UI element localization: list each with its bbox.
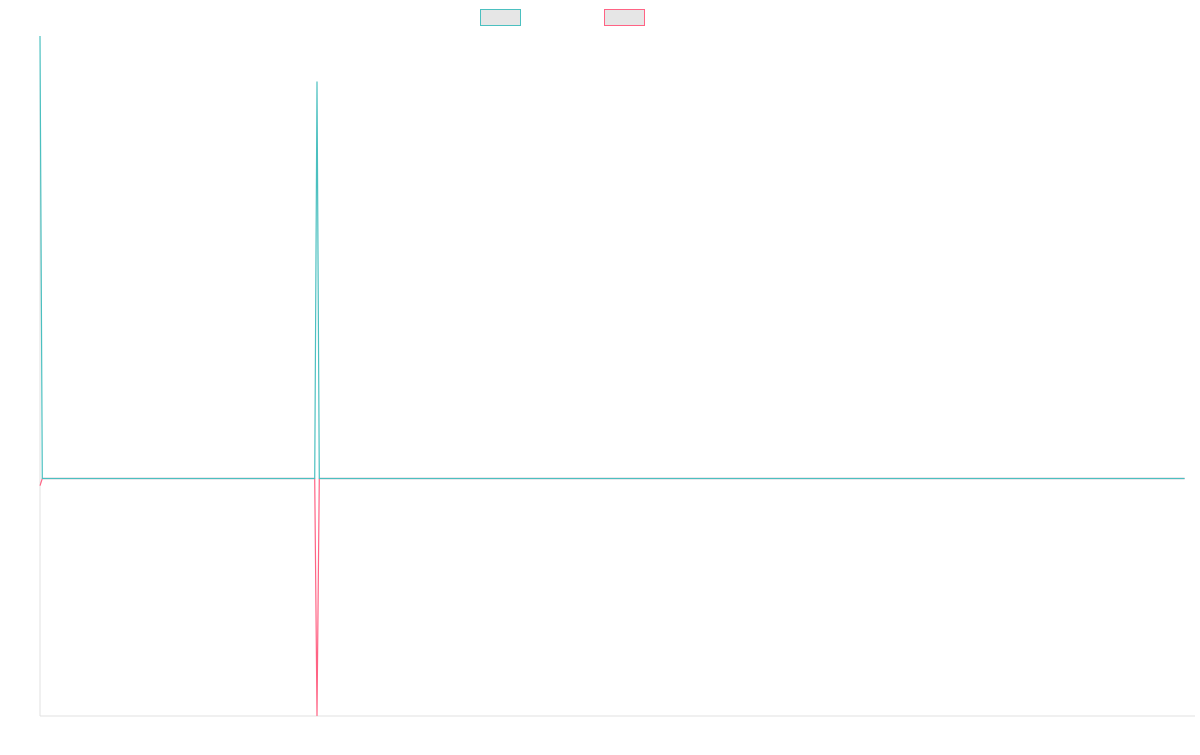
legend-swatch-2[interactable] bbox=[604, 9, 645, 26]
series-line-2 bbox=[39, 477, 1185, 717]
legend-swatch-1[interactable] bbox=[480, 9, 521, 26]
legend bbox=[480, 9, 645, 26]
series-line-1 bbox=[39, 35, 1185, 480]
series-layer bbox=[39, 35, 1185, 717]
axes bbox=[39, 36, 1195, 717]
